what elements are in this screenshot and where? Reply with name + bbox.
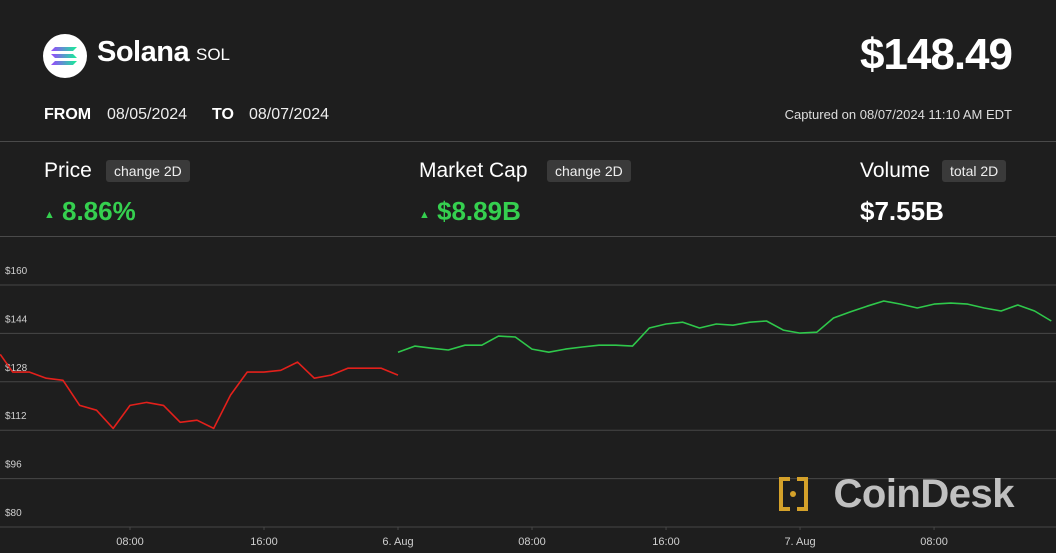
- watermark-icon: [779, 477, 808, 511]
- current-price: $148.49: [859, 30, 1013, 79]
- stat-label: Price: [44, 159, 92, 182]
- stat-badge: change 2D: [547, 160, 631, 182]
- y-tick-label: $144: [5, 314, 28, 325]
- watermark: CoinDesk: [833, 472, 1015, 516]
- x-tick-label: 16:00: [250, 536, 278, 548]
- captured-time: Captured on 08/07/2024 11:10 AM EDT: [784, 107, 1012, 122]
- y-tick-label: $128: [5, 363, 28, 374]
- stat-value: $7.55B: [860, 196, 944, 226]
- x-tick-label: 6. Aug: [382, 536, 413, 548]
- coin-name: Solana: [97, 36, 190, 68]
- stat-badge: total 2D: [942, 160, 1007, 182]
- logo: [43, 34, 87, 78]
- x-tick-label: 08:00: [116, 536, 144, 548]
- x-tick-label: 08:00: [920, 536, 948, 548]
- stat-label: Volume: [860, 159, 931, 182]
- stat-value: 8.86%: [62, 196, 136, 226]
- divider: [0, 236, 1056, 237]
- x-tick-label: 08:00: [518, 536, 546, 548]
- y-tick-label: $112: [5, 411, 27, 422]
- divider: [0, 141, 1056, 142]
- price-line: [0, 353, 399, 430]
- y-tick-label: $96: [5, 460, 22, 471]
- from-label: FROM: [44, 106, 92, 123]
- y-tick-label: $80: [5, 508, 22, 519]
- to-date: 08/07/2024: [249, 106, 330, 123]
- plot-area: $80 $96 $112 $128 $144 $160 08:00 16:00 6. Aug 08…: [0, 266, 1056, 548]
- x-tick-label: 7. Aug: [784, 536, 815, 548]
- to-label: TO: [212, 106, 234, 123]
- price-line: [397, 300, 1052, 353]
- from-date: 08/05/2024: [107, 106, 188, 123]
- stat-badge: change 2D: [106, 160, 190, 182]
- x-tick-label: 16:00: [652, 536, 680, 548]
- stat-label: Market Cap: [419, 159, 528, 182]
- stat-value: $8.89B: [437, 196, 521, 226]
- up-arrow: ▲: [44, 209, 55, 221]
- y-tick-label: $160: [5, 266, 28, 277]
- coin-symbol: SOL: [196, 45, 231, 64]
- up-arrow: ▲: [419, 209, 430, 221]
